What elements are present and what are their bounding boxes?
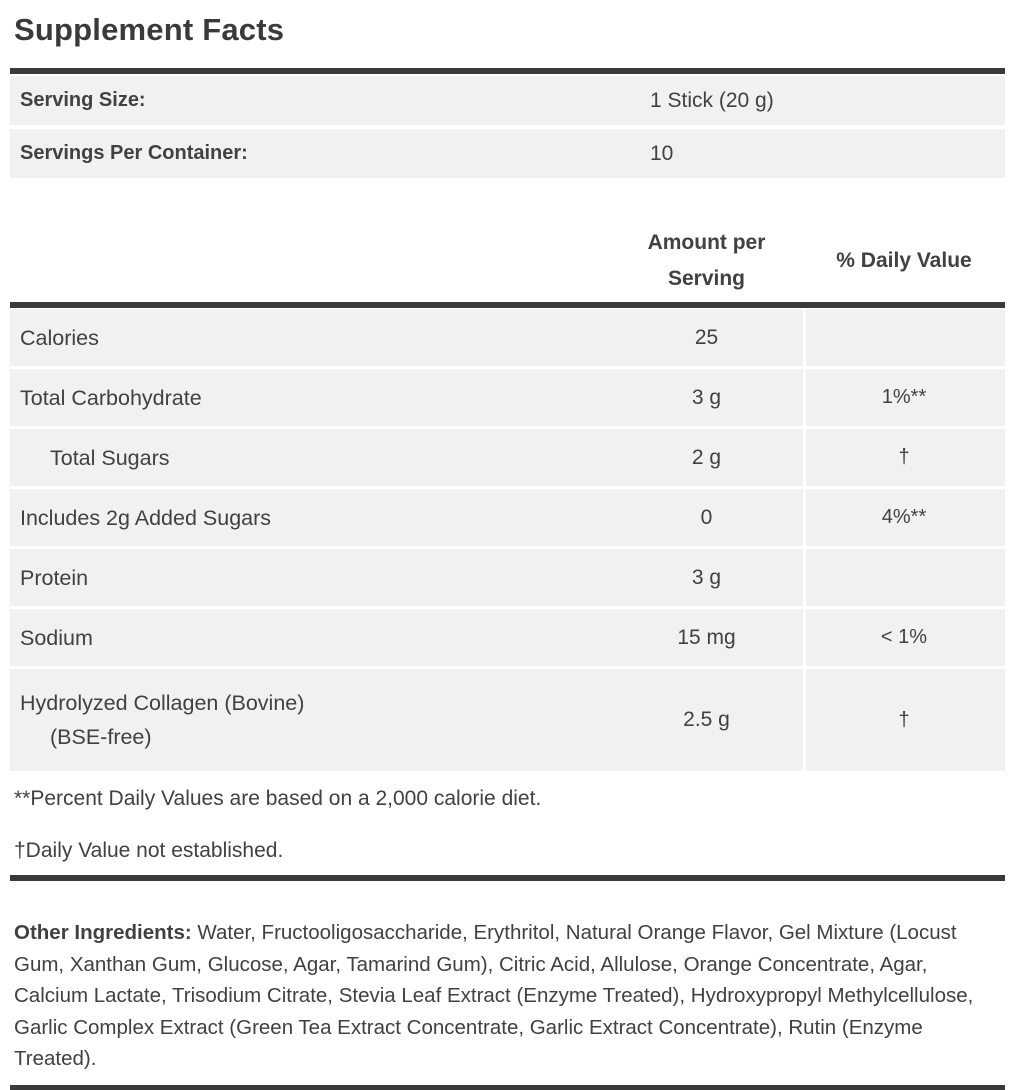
serving-size-row: Serving Size: 1 Stick (20 g) — [10, 76, 1005, 125]
nutrient-amount: 2.5 g — [683, 708, 730, 731]
footnote-divider-bar — [10, 875, 1005, 881]
other-ingredients-label: Other Ingredients: — [14, 921, 192, 944]
nutrient-amount: 25 — [694, 325, 719, 349]
nutrient-table-body: Calories 25 Total Carbohydrate 3 g 1%** … — [10, 309, 1005, 771]
nutrient-daily-value: 4%** — [881, 506, 927, 528]
servings-per-container-value: 10 — [650, 141, 674, 165]
nutrient-name: Total Sugars — [50, 445, 170, 470]
table-row-sodium: Sodium 15 mg < 1% — [10, 609, 1005, 666]
nutrient-name-line1: Hydrolyzed Collagen (Bovine) — [20, 691, 305, 715]
nutrient-name: Includes 2g Added Sugars — [20, 505, 272, 530]
nutrient-amount: 2 g — [691, 445, 722, 469]
nutrient-daily-value: † — [898, 446, 910, 468]
bottom-divider-bar — [10, 1084, 1005, 1090]
column-divider-line — [803, 309, 806, 771]
table-row-calories: Calories 25 — [10, 309, 1005, 366]
nutrient-name: Calories — [20, 325, 99, 350]
other-ingredients-text: Water, Fructooligosaccharide, Erythritol… — [14, 921, 974, 1070]
nutrient-amount: 3 g — [691, 565, 722, 589]
nutrient-name-line2: (BSE-free) — [50, 725, 152, 749]
top-divider-bar — [10, 68, 1005, 74]
supplement-facts-panel: Supplement Facts Serving Size: 1 Stick (… — [0, 12, 1015, 1090]
nutrient-table-header: Amount per Serving % Daily Value — [10, 220, 1005, 302]
nutrient-name: Protein — [20, 565, 89, 590]
table-row-total-carbohydrate: Total Carbohydrate 3 g 1%** — [10, 369, 1005, 426]
table-row-hydrolyzed-collagen: Hydrolyzed Collagen (Bovine) (BSE-free) … — [10, 669, 1005, 771]
nutrient-daily-value: < 1% — [880, 626, 928, 648]
nutrient-name: Total Carbohydrate — [20, 385, 202, 410]
table-row-protein: Protein 3 g — [10, 549, 1005, 606]
page-title: Supplement Facts — [14, 12, 285, 47]
table-row-added-sugars: Includes 2g Added Sugars 0 4%** — [10, 489, 1005, 546]
nutrient-daily-value: † — [898, 708, 910, 731]
nutrient-amount: 15 mg — [677, 625, 736, 649]
header-divider-bar — [10, 302, 1005, 308]
serving-size-label: Serving Size: — [20, 89, 146, 111]
serving-size-value: 1 Stick (20 g) — [650, 88, 774, 112]
footnote-daily-value-not-established: †Daily Value not established. — [14, 839, 284, 862]
other-ingredients-paragraph: Other Ingredients: Water, Fructooligosac… — [14, 917, 1002, 1075]
servings-per-container-row: Servings Per Container: 10 — [10, 129, 1005, 178]
footnote-percent-daily-values: **Percent Daily Values are based on a 2,… — [14, 787, 542, 810]
nutrient-name: Hydrolyzed Collagen (Bovine) (BSE-free) — [10, 686, 610, 754]
serving-info-table: Serving Size: 1 Stick (20 g) Servings Pe… — [10, 76, 1005, 178]
nutrient-name: Sodium — [20, 625, 93, 650]
nutrient-daily-value: 1%** — [881, 386, 927, 408]
daily-value-header: % Daily Value — [836, 249, 972, 272]
table-row-total-sugars: Total Sugars 2 g † — [10, 429, 1005, 486]
amount-per-serving-header: Amount per Serving — [647, 231, 766, 290]
nutrient-amount: 0 — [700, 505, 713, 529]
servings-per-container-label: Servings Per Container: — [20, 142, 248, 164]
nutrient-amount: 3 g — [691, 385, 722, 409]
